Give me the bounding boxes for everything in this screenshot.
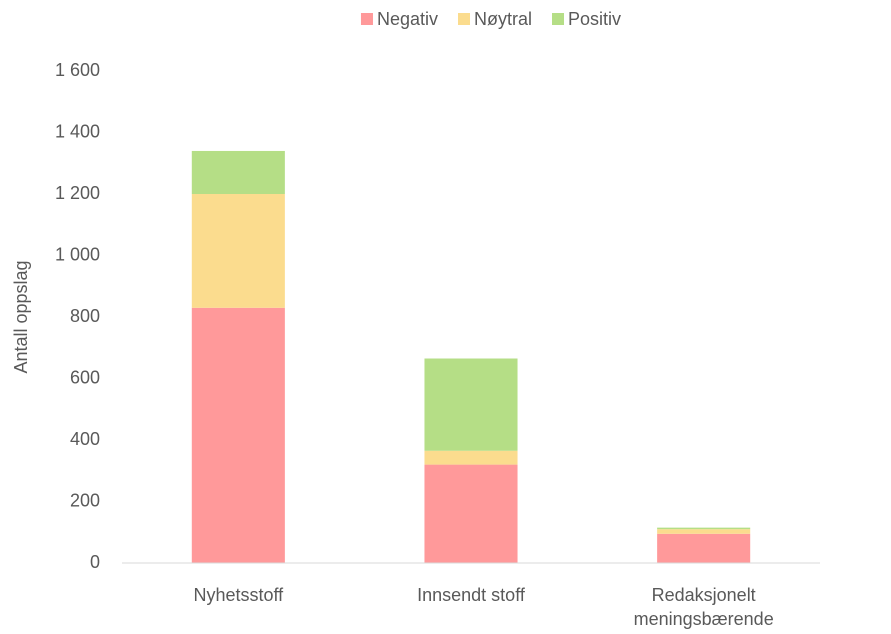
legend-swatch xyxy=(552,13,565,25)
legend-label: Nøytral xyxy=(474,9,532,29)
legend-swatch xyxy=(458,13,471,25)
x-tick-label: Redaksjonelt meningsbærende xyxy=(633,585,774,629)
y-tick-label: 1 600 xyxy=(55,60,100,80)
y-axis-title: Antall oppslag xyxy=(11,260,31,373)
legend-label: Negativ xyxy=(377,9,438,29)
bar-segment xyxy=(657,533,751,563)
y-tick-label: 400 xyxy=(70,429,100,449)
y-tick-label: 200 xyxy=(70,490,100,510)
y-tick-label: 600 xyxy=(70,367,100,387)
bar-segment xyxy=(191,194,285,308)
bar-segment xyxy=(191,150,285,194)
bar-segment xyxy=(657,527,751,530)
bar-segment xyxy=(657,529,751,534)
bar-segment xyxy=(191,307,285,563)
bar-segment xyxy=(424,464,518,563)
y-tick-label: 1 000 xyxy=(55,244,100,264)
y-tick-label: 1 400 xyxy=(55,121,100,141)
x-tick-label: Nyhetsstoff xyxy=(193,585,284,605)
legend-swatch xyxy=(360,13,373,25)
bar-segment xyxy=(424,358,518,451)
legend: Negativ Nøytral Positiv xyxy=(360,9,621,29)
x-tick-label: Innsendt stoff xyxy=(417,585,525,605)
legend-label: Positiv xyxy=(568,9,621,29)
y-tick-label: 800 xyxy=(70,306,100,326)
y-tick-label: 0 xyxy=(90,552,100,572)
y-tick-label: 1 200 xyxy=(55,183,100,203)
bar-segment xyxy=(424,450,518,465)
